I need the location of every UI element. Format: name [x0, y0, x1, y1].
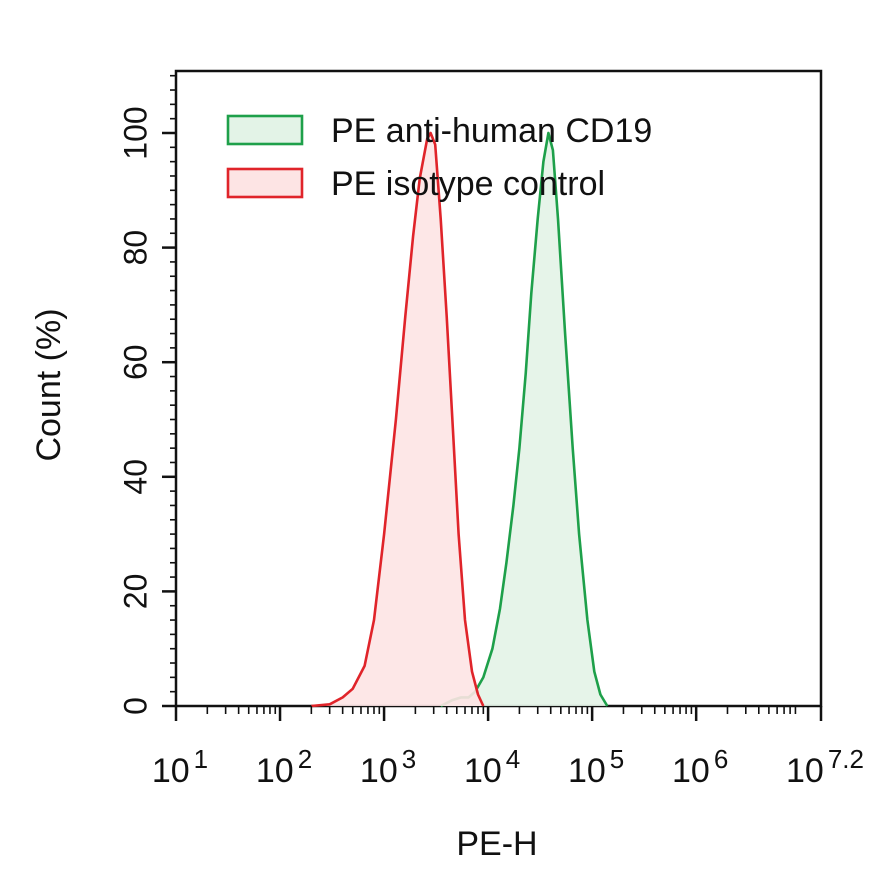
- legend-label-2: PE isotype control: [331, 165, 605, 203]
- legend: PE anti-human CD19 PE isotype control: [226, 112, 652, 203]
- x-tick-label: 10 5: [568, 744, 624, 790]
- x-axis-title: PE-H: [456, 825, 537, 863]
- x-tick-label: 10 1: [152, 744, 208, 790]
- series-line-2: [311, 131, 485, 708]
- legend-swatch-2: [226, 167, 304, 199]
- series-layer: [311, 131, 609, 708]
- y-tick-label: 0: [117, 697, 153, 715]
- y-axis-title: Count (%): [30, 308, 68, 461]
- y-tick-label: 20: [117, 574, 153, 610]
- x-tick-label: 10 6: [672, 744, 728, 790]
- y-axis-ticks: 0 20 40 60 80 100: [117, 106, 176, 715]
- series-area-1: [440, 133, 608, 706]
- x-minor-ticks: [206, 706, 797, 714]
- x-tick-label: 10 4: [464, 744, 520, 790]
- legend-label-1: PE anti-human CD19: [331, 112, 652, 150]
- x-axis-ticks: 10 1 10 2 10 3 10 4 10 5 10 6 10 7.2: [152, 706, 864, 790]
- y-tick-label: 100: [117, 106, 153, 159]
- y-tick-label: 80: [117, 230, 153, 266]
- y-minor-ticks: [170, 74, 176, 693]
- x-tick-label: 10 2: [256, 744, 312, 790]
- legend-swatch-1: [226, 114, 304, 146]
- x-tick-label: 10 7.2: [786, 744, 864, 790]
- x-tick-label: 10 3: [360, 744, 416, 790]
- series-area-2: [311, 133, 484, 706]
- y-tick-label: 40: [117, 459, 153, 495]
- y-tick-label: 60: [117, 344, 153, 380]
